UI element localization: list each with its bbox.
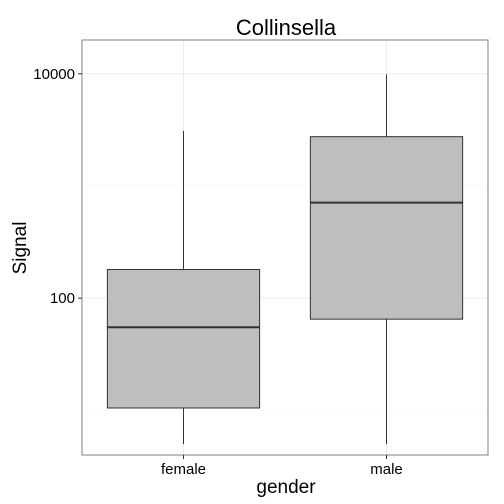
boxes — [106, 74, 464, 445]
interquartile-box — [106, 269, 261, 409]
y-axis-ticks: 100 10000 — [33, 66, 82, 307]
plot-panel-border — [81, 39, 489, 456]
interquartile-box — [309, 136, 464, 320]
box-female — [106, 130, 261, 445]
x-axis-title: gender — [256, 477, 316, 498]
y-axis-title: Signal — [10, 222, 31, 275]
x-tick-label: female — [161, 461, 206, 478]
box-male — [309, 74, 464, 445]
y-tick-label: 10000 — [33, 66, 75, 83]
x-tick-label: male — [370, 461, 403, 478]
x-axis-ticks: female male — [161, 455, 403, 478]
chart-title: Collinsella — [236, 15, 337, 40]
y-tick-label: 100 — [50, 290, 75, 307]
